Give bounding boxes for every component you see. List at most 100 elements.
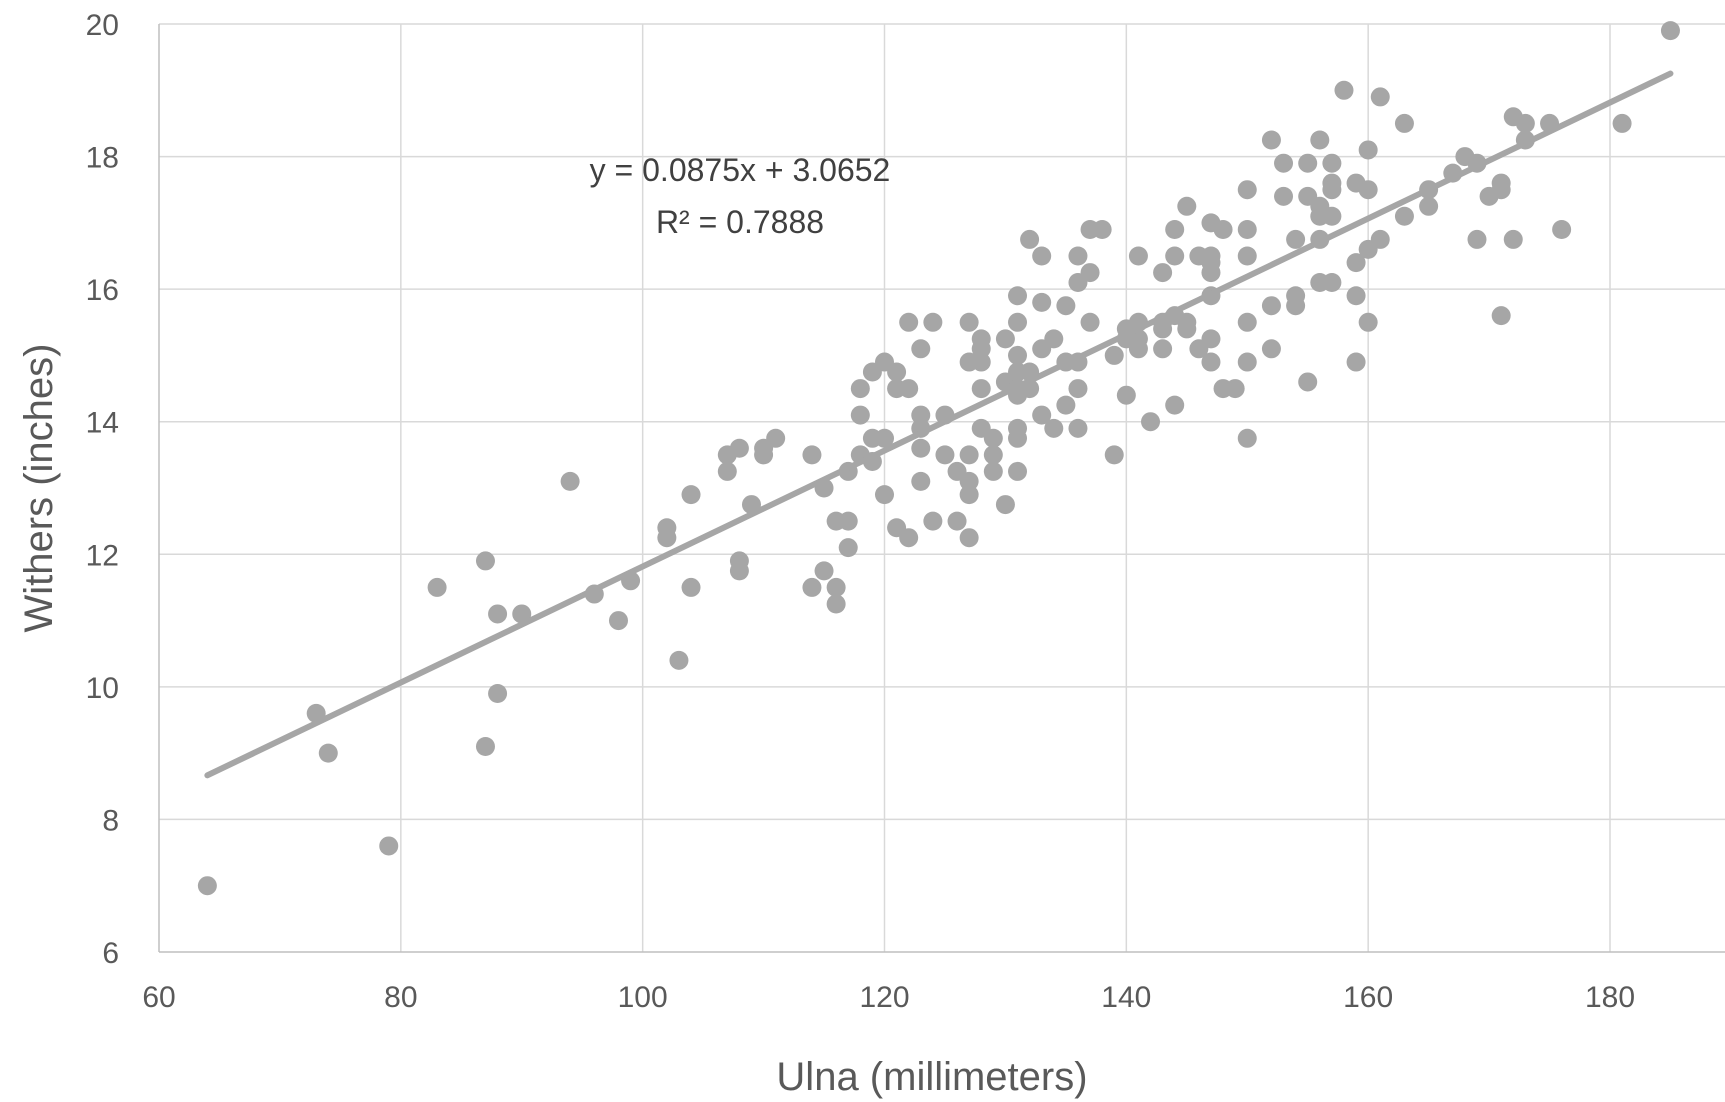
data-point <box>1237 312 1257 332</box>
data-point <box>850 379 870 399</box>
data-point <box>1322 153 1342 173</box>
data-point <box>911 339 931 359</box>
data-point <box>1008 312 1028 332</box>
x-tick-label: 80 <box>384 981 417 1014</box>
data-point <box>681 485 701 505</box>
data-point <box>959 445 979 465</box>
data-point <box>1008 345 1028 365</box>
data-point <box>1080 263 1100 283</box>
data-point <box>729 438 749 458</box>
data-point <box>1153 339 1173 359</box>
data-point <box>1358 140 1378 160</box>
x-tick-label: 140 <box>1101 981 1151 1014</box>
data-point <box>379 836 399 856</box>
y-tick-label: 14 <box>86 407 119 440</box>
data-point <box>1092 219 1112 239</box>
data-point <box>1237 428 1257 448</box>
data-point <box>608 611 628 631</box>
data-point <box>1298 372 1318 392</box>
data-point <box>1032 405 1052 425</box>
data-point <box>1358 180 1378 200</box>
data-point <box>1080 312 1100 332</box>
data-point <box>923 511 943 531</box>
data-point <box>1068 246 1088 266</box>
data-point <box>802 445 822 465</box>
data-point <box>1165 219 1185 239</box>
data-point <box>427 577 447 597</box>
data-point <box>995 329 1015 349</box>
data-point <box>1467 229 1487 249</box>
data-point <box>947 511 967 531</box>
data-point <box>1128 246 1148 266</box>
data-point <box>729 561 749 581</box>
data-point <box>1358 312 1378 332</box>
data-point <box>935 445 955 465</box>
data-point <box>1032 292 1052 312</box>
data-point <box>959 528 979 548</box>
data-point <box>1370 87 1390 107</box>
data-point <box>911 405 931 425</box>
data-point <box>1165 246 1185 266</box>
data-point <box>1286 296 1306 316</box>
data-point <box>1346 253 1366 273</box>
data-point <box>899 528 919 548</box>
data-point <box>983 461 1003 481</box>
data-point <box>1491 306 1511 326</box>
data-point <box>1346 286 1366 306</box>
data-point <box>1322 206 1342 226</box>
data-point <box>1116 385 1136 405</box>
data-point <box>959 485 979 505</box>
trendline-r-squared: R² = 0.7888 <box>656 204 824 240</box>
y-tick-label: 16 <box>86 274 119 307</box>
data-point <box>475 737 495 757</box>
data-point <box>475 551 495 571</box>
data-point <box>911 438 931 458</box>
data-point <box>1322 180 1342 200</box>
data-point <box>681 577 701 597</box>
data-point <box>1056 395 1076 415</box>
trendline-group <box>204 70 1674 779</box>
data-point <box>959 312 979 332</box>
data-point <box>1419 196 1439 216</box>
data-point <box>1261 296 1281 316</box>
data-point <box>1298 153 1318 173</box>
x-tick-label: 100 <box>618 981 668 1014</box>
data-point <box>1394 206 1414 226</box>
data-point <box>1370 229 1390 249</box>
data-point <box>1491 180 1511 200</box>
data-point <box>1020 229 1040 249</box>
data-point <box>1237 352 1257 372</box>
data-point <box>911 471 931 491</box>
data-point <box>754 445 774 465</box>
data-point <box>1334 80 1354 100</box>
data-point <box>875 485 894 505</box>
data-point <box>1165 395 1185 415</box>
data-point <box>1612 113 1632 133</box>
data-point <box>995 495 1015 515</box>
gridlines <box>159 23 1725 952</box>
data-point <box>1104 445 1124 465</box>
data-points <box>197 21 1680 896</box>
data-point <box>1056 296 1076 316</box>
y-tick-label: 12 <box>86 539 119 572</box>
data-point <box>1008 286 1028 306</box>
y-tick-label: 10 <box>86 672 119 705</box>
y-tick-label: 6 <box>102 937 119 970</box>
data-point <box>1274 186 1294 206</box>
trendline-equation: y = 0.0875x + 3.0652 <box>590 152 891 188</box>
data-point <box>488 604 508 624</box>
data-point <box>1261 339 1281 359</box>
data-point <box>1044 329 1064 349</box>
data-point <box>657 528 677 548</box>
data-point <box>1153 319 1173 339</box>
data-point <box>1346 352 1366 372</box>
data-point <box>1104 345 1124 365</box>
data-point <box>1153 263 1173 283</box>
data-point <box>971 339 991 359</box>
data-point <box>318 743 338 763</box>
data-point <box>899 379 919 399</box>
x-tick-label: 60 <box>142 981 175 1014</box>
data-point <box>971 379 991 399</box>
data-point <box>717 461 737 481</box>
data-point <box>1128 339 1148 359</box>
